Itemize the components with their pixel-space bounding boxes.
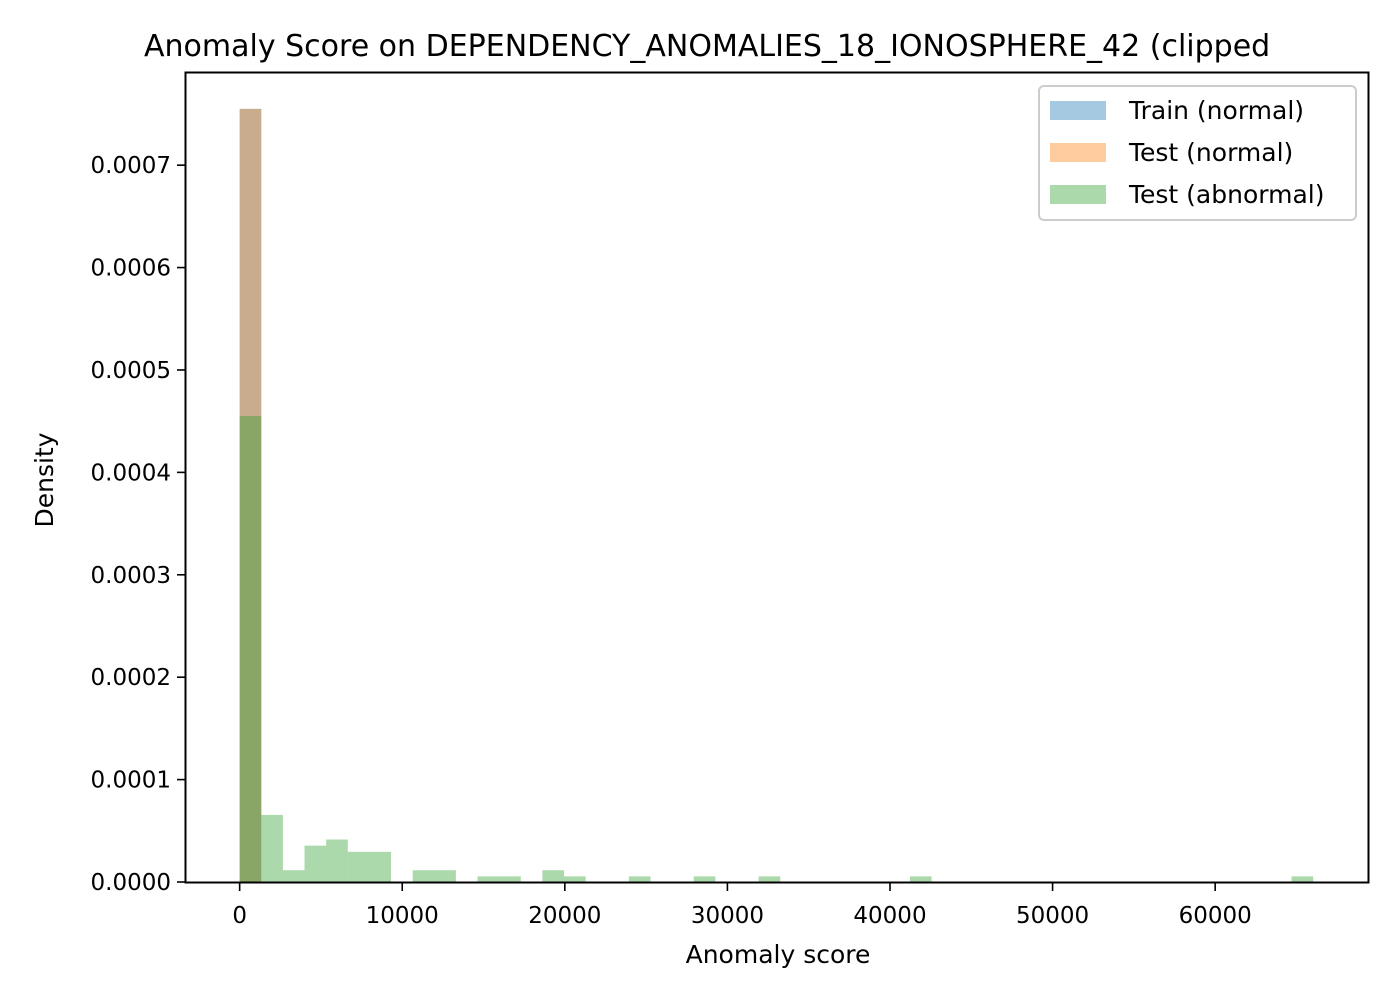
legend: Train (normal) Test (normal) Test (abnorma… [1038, 85, 1357, 221]
y-axis-label: Density [30, 432, 59, 527]
histogram-bar [542, 870, 565, 882]
histogram-bar [499, 876, 521, 882]
histogram-bar [261, 814, 283, 882]
histogram-bar [326, 839, 348, 882]
plot-frame [184, 71, 1370, 884]
histogram-bar [628, 876, 651, 882]
legend-label: Test (normal) [1128, 138, 1293, 167]
legend-swatch [1050, 143, 1106, 162]
histogram-bar [477, 876, 500, 882]
histogram-bar [564, 876, 586, 882]
y-tick-label: 0.0000 [91, 870, 171, 896]
histogram-bar [369, 851, 392, 882]
x-tick-label: 50000 [1016, 903, 1089, 929]
x-axis: 0 10000 20000 30000 40000 50000 60000 [232, 883, 1252, 929]
y-tick-label: 0.0004 [91, 460, 171, 486]
y-tick-label: 0.0006 [91, 256, 171, 282]
histogram-bar [909, 876, 932, 882]
x-tick-label: 20000 [528, 903, 601, 929]
series-1-bars [239, 108, 262, 882]
histogram-bar [434, 870, 456, 882]
histogram-bar [239, 108, 262, 882]
series-0-bars [239, 108, 262, 882]
histogram-bar [347, 851, 370, 882]
y-tick-label: 0.0007 [91, 153, 171, 179]
x-tick-label: 10000 [366, 903, 439, 929]
y-tick-label: 0.0003 [91, 563, 171, 589]
x-tick-label: 40000 [853, 903, 926, 929]
histogram-bar [758, 876, 781, 882]
histogram-bar [412, 870, 435, 882]
histogram-bar [239, 416, 262, 882]
legend-label: Train (normal) [1128, 96, 1304, 125]
legend-swatch [1050, 185, 1106, 204]
legend-label: Test (abnormal) [1128, 180, 1324, 209]
histogram-bar [1291, 876, 1314, 882]
histogram-bar [693, 876, 716, 882]
legend-swatch [1050, 101, 1106, 120]
histogram-bar [282, 870, 305, 882]
x-tick-label: 60000 [1179, 903, 1252, 929]
x-axis-label: Anomaly score [686, 940, 871, 969]
x-tick-label: 30000 [691, 903, 764, 929]
y-tick-label: 0.0002 [91, 665, 171, 691]
x-tick-label: 0 [232, 903, 247, 929]
histogram-bar [304, 845, 327, 882]
series-2-bars [239, 416, 1314, 882]
chart-title: Anomaly Score on DEPENDENCY_ANOMALIES_18… [144, 29, 1270, 64]
histogram-bar [239, 108, 262, 882]
histogram-bars [239, 108, 1314, 882]
y-tick-label: 0.0005 [91, 358, 171, 384]
legend-frame [1038, 85, 1357, 221]
y-tick-label: 0.0001 [91, 768, 171, 794]
y-axis: 0.0000 0.0001 0.0002 0.0003 0.0004 0.0005 0.00… [91, 153, 185, 896]
